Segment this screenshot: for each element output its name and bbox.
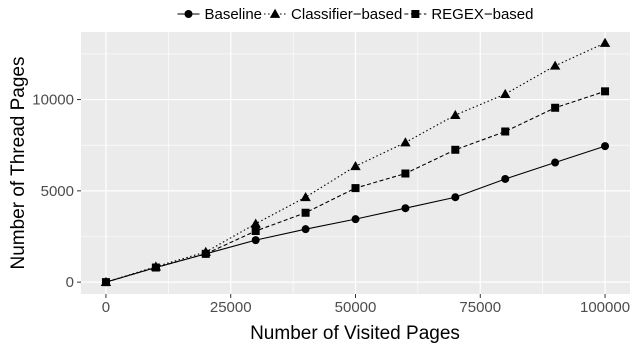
legend-key-square	[411, 10, 420, 18]
data-point-square	[301, 208, 310, 217]
data-point-square	[401, 169, 410, 178]
x-axis-title: Number of Visited Pages	[250, 323, 460, 344]
y-axis-title: Number of Thread Pages	[8, 57, 29, 270]
y-tick-label: 10000	[32, 92, 74, 109]
legend: Baseline Classifier−based REGEX−based	[177, 6, 534, 23]
data-point-triangle	[500, 88, 511, 98]
data-point-circle	[451, 193, 460, 202]
data-point-circle	[251, 236, 260, 245]
data-point-square	[251, 227, 260, 236]
data-point-triangle	[549, 60, 561, 70]
data-point-circle	[501, 174, 510, 183]
data-point-circle	[401, 204, 410, 213]
data-point-square	[101, 278, 110, 287]
y-tick-label: 0	[66, 274, 74, 291]
x-tick-label: 100000	[580, 299, 630, 316]
data-point-triangle	[350, 160, 361, 171]
legend-label: REGEX−based	[431, 6, 533, 23]
data-point-square	[151, 263, 160, 272]
x-axis-ticks: 0 25000 50000 75000 100000	[102, 294, 630, 316]
data-point-triangle	[300, 192, 311, 202]
legend-key-triangle	[269, 8, 281, 18]
data-point-square	[351, 184, 360, 193]
legend-key-circle	[184, 10, 193, 18]
x-tick-label: 25000	[210, 299, 252, 316]
data-point-square	[501, 127, 510, 136]
data-point-triangle	[250, 218, 261, 228]
data-point-triangle	[599, 37, 611, 47]
data-point-square	[551, 103, 560, 112]
legend-label: Baseline	[204, 6, 262, 23]
legend-label: Classifier−based	[291, 6, 402, 23]
data-point-circle	[301, 225, 310, 234]
series-markers	[100, 37, 611, 287]
y-tick-label: 5000	[41, 183, 74, 200]
data-point-square	[201, 249, 210, 258]
data-point-triangle	[450, 109, 461, 119]
x-tick-label: 75000	[459, 299, 501, 316]
data-point-square	[451, 145, 460, 154]
data-point-square	[601, 87, 610, 96]
data-point-circle	[351, 215, 360, 224]
y-axis-ticks: 0 5000 10000	[32, 92, 81, 291]
data-point-triangle	[400, 137, 411, 147]
x-tick-label: 0	[102, 299, 110, 316]
data-point-circle	[551, 158, 560, 167]
x-tick-label: 50000	[335, 299, 377, 316]
data-point-circle	[601, 142, 610, 151]
